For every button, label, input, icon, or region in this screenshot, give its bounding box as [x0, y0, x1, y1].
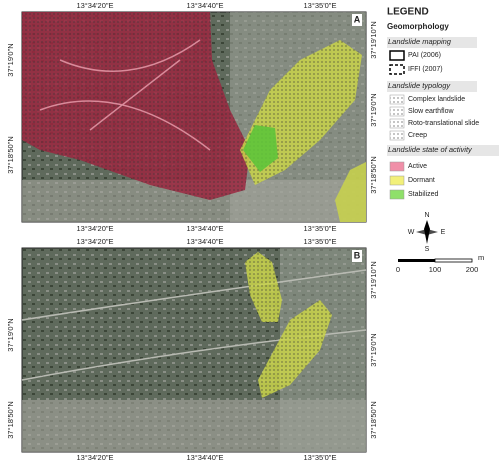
- latitude-label: 37°19'0"N: [6, 318, 15, 351]
- legend-heading: Landslide mapping: [388, 37, 452, 46]
- scale-label: 100: [429, 265, 442, 274]
- longitude-label: 13°34'40"E: [186, 1, 223, 10]
- map-a: [21, 11, 367, 223]
- legend-item: Stabilized: [408, 191, 438, 198]
- longitude-label: 13°35'0"E: [304, 1, 337, 10]
- compass: [416, 220, 438, 244]
- latitude-label: 37°18'50"N: [6, 401, 15, 439]
- compass-s: S: [425, 246, 430, 253]
- scale-label: 200: [466, 265, 479, 274]
- legend-heading: Landslide typology: [388, 81, 451, 90]
- longitude-label: 13°34'20"E: [76, 237, 113, 246]
- longitude-label: 13°35'0"E: [304, 237, 337, 246]
- legend-heading: Landslide state of activity: [388, 145, 473, 154]
- scale-bar: [398, 258, 473, 263]
- map-b: [21, 247, 367, 453]
- compass-w: W: [408, 229, 415, 236]
- legend-title: LEGEND: [387, 7, 429, 18]
- latitude-label: 37°18'50"N: [6, 136, 15, 174]
- legend-item: IFFI (2007): [408, 66, 443, 73]
- longitude-label: 13°34'40"E: [186, 237, 223, 246]
- panel-label-box: [352, 250, 362, 262]
- latitude-label: 37°18'50"N: [369, 156, 378, 194]
- legend-item: PAI (2006): [408, 52, 441, 59]
- legend-item: Roto-translational slide: [408, 120, 479, 127]
- scale-label: 0: [396, 265, 400, 274]
- legend-item: Dormant: [408, 177, 435, 184]
- panel-label: B: [354, 250, 361, 260]
- longitude-label: 13°34'40"E: [186, 224, 223, 233]
- compass-n: N: [424, 212, 429, 219]
- longitude-label: 13°35'0"E: [304, 453, 337, 462]
- legend-item: Slow earthflow: [408, 108, 454, 115]
- panel-label-box: [352, 14, 362, 26]
- longitude-label: 13°35'0"E: [304, 224, 337, 233]
- longitude-label: 13°34'20"E: [76, 224, 113, 233]
- latitude-label: 37°19'0"N: [369, 93, 378, 126]
- legend: [387, 37, 499, 200]
- latitude-label: 37°19'0"N: [6, 43, 15, 76]
- latitude-label: 37°19'10"N: [369, 261, 378, 299]
- legend-subtitle: Geomorphology: [387, 22, 449, 31]
- latitude-label: 37°18'50"N: [369, 401, 378, 439]
- latitude-label: 37°19'0"N: [369, 333, 378, 366]
- longitude-label: 13°34'20"E: [76, 1, 113, 10]
- latitude-label: 37°19'10"N: [369, 21, 378, 59]
- legend-item: Creep: [408, 132, 427, 139]
- longitude-label: 13°34'20"E: [76, 453, 113, 462]
- legend-item: Complex landslide: [408, 96, 465, 103]
- scale-unit: m: [478, 253, 484, 262]
- panel-label: A: [354, 14, 361, 24]
- longitude-label: 13°34'40"E: [186, 453, 223, 462]
- compass-e: E: [441, 229, 446, 236]
- legend-item: Active: [408, 163, 427, 170]
